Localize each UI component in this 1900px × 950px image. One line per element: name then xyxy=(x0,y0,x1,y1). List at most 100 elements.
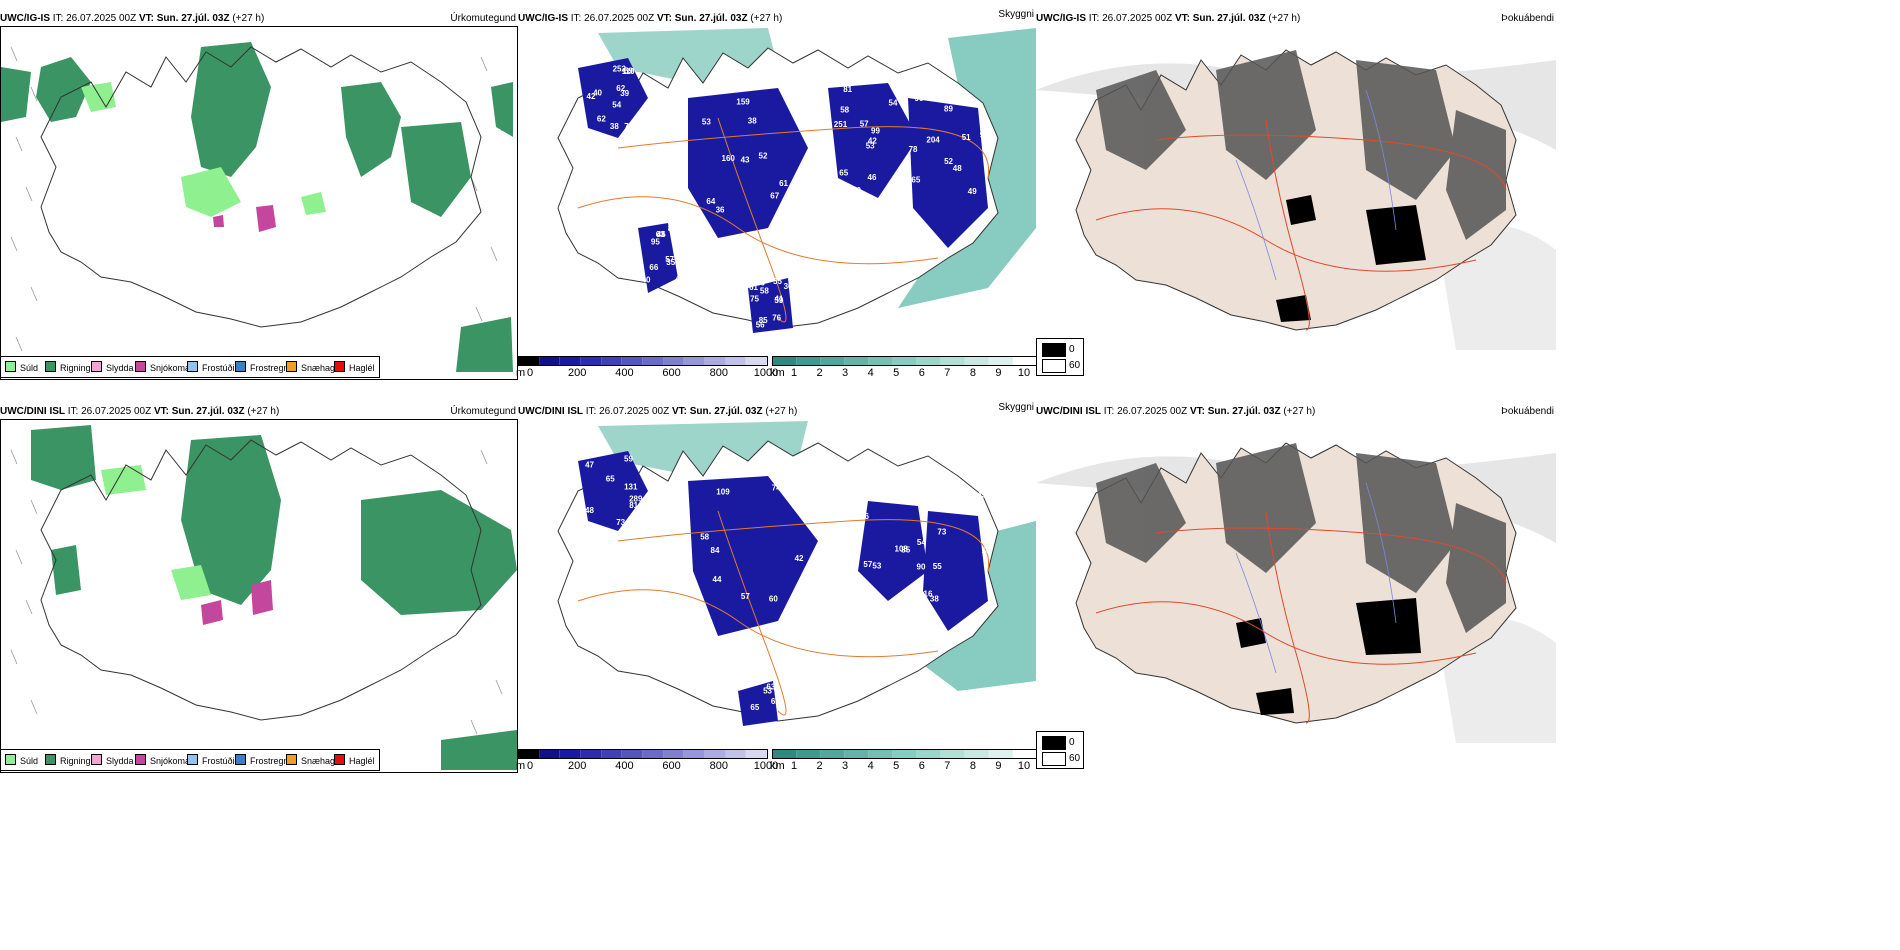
visibility-label: 95 xyxy=(651,237,660,246)
visibility-label: 37 xyxy=(642,638,651,647)
height-colorbar: m 0 200 400 600 800 1000 xyxy=(516,356,778,380)
visibility-label: 204 xyxy=(926,135,940,144)
visibility-label: 74 xyxy=(772,483,781,492)
visibility-label: 46 xyxy=(657,230,666,239)
visibility-label: 62 xyxy=(616,84,625,93)
visibility-label: 63 xyxy=(656,230,665,239)
colorbar-tick-label: 0 xyxy=(526,760,534,772)
visibility-label: 90 xyxy=(917,562,926,571)
visibility-label: 56 xyxy=(756,320,765,329)
visibility-label: 484 xyxy=(645,216,659,225)
colorbar-tick-label: 200 xyxy=(568,760,587,772)
visibility-label: 58 xyxy=(840,106,849,115)
visibility-label: 58 xyxy=(760,287,769,296)
visibility-label: 78 xyxy=(909,145,918,154)
product-title: Úrkomutegund xyxy=(450,406,516,417)
visibility-label: 65 xyxy=(750,703,759,712)
fog-map xyxy=(1036,30,1556,350)
visibility-colorbar-cells xyxy=(772,749,1038,759)
panel-header: UWC/IG-IS IT: 26.07.2025 00Z VT: Sun. 27… xyxy=(518,9,1034,24)
legend-item: Snjókoma xyxy=(135,361,190,373)
colorbar-tick-label: 4 xyxy=(867,367,874,379)
panel-header: UWC/DINI ISL IT: 26.07.2025 00Z VT: Sun.… xyxy=(1036,406,1554,417)
visibility-label: 110 xyxy=(622,67,635,76)
visibility-label: 67 xyxy=(916,475,925,484)
visibility-map: 5453425241665938544846454249535156636264… xyxy=(518,28,1036,348)
visibility-label: 89 xyxy=(668,224,677,233)
legend-item: Frostúði xyxy=(187,754,235,766)
visibility-label: 49 xyxy=(968,187,977,196)
visibility-colorbar-cells xyxy=(772,356,1038,366)
colorbar-tick-label: 200 xyxy=(568,367,587,379)
colorbar-tick-label: 10 xyxy=(1017,760,1031,772)
visibility-label: 66 xyxy=(791,226,800,235)
visibility-label: 131 xyxy=(624,482,638,491)
legend-item: Haglél xyxy=(334,754,375,766)
visibility-label: 65 xyxy=(669,636,678,645)
panel-header: UWC/DINI ISL IT: 26.07.2025 00Z VT: Sun.… xyxy=(518,402,1034,417)
visibility-label: 50 xyxy=(928,492,937,501)
colorbar-tick-label: 8 xyxy=(969,760,976,772)
visibility-label: 64 xyxy=(706,197,715,206)
row2-precip-panel: UWC/DINI ISL IT: 26.07.2025 00Z VT: Sun.… xyxy=(0,405,518,773)
visibility-label: 42 xyxy=(587,92,596,101)
visibility-colorbar: km 1 2 3 4 5 6 7 8 9 10 xyxy=(770,356,1038,380)
panel-header: UWC/IG-IS IT: 26.07.2025 00Z VT: Sun. 27… xyxy=(1036,13,1554,24)
visibility-label: 94 xyxy=(980,131,989,140)
visibility-label: 61 xyxy=(749,283,758,292)
legend-item: Slydda xyxy=(91,361,134,373)
visibility-label: 51 xyxy=(858,507,867,516)
precip-map xyxy=(0,419,518,773)
fog-map xyxy=(1036,423,1556,743)
visibility-label: 47 xyxy=(661,640,670,649)
legend-item: Frostúði xyxy=(187,361,235,373)
colorbar-tick-label: 1 xyxy=(790,760,798,772)
visibility-label: 42 xyxy=(868,137,877,146)
colorbar-tick-label: 600 xyxy=(662,760,681,772)
visibility-label: 54 xyxy=(917,538,926,547)
visibility-label: 53 xyxy=(763,686,772,695)
visibility-label: 85 xyxy=(901,546,910,555)
visibility-label: 56 xyxy=(860,512,869,521)
visibility-label: 121 xyxy=(789,669,803,678)
visibility-label: 73 xyxy=(937,527,946,536)
visibility-label: 48 xyxy=(914,230,923,239)
visibility-label: 49 xyxy=(803,109,812,118)
product-title: Úrkomutegund xyxy=(450,13,516,24)
colorbar-tick-label: 1000 xyxy=(753,760,779,772)
visibility-label: 109 xyxy=(716,488,730,497)
visibility-label: 57 xyxy=(860,120,869,129)
colorbar-tick-label: 3 xyxy=(842,367,849,379)
colorbar-tick-label: 5 xyxy=(893,760,900,772)
visibility-label: 65 xyxy=(911,176,920,185)
visibility-label: 108 xyxy=(895,545,909,554)
visibility-label: 41 xyxy=(775,295,784,304)
visibility-label: 57 xyxy=(665,255,674,264)
visibility-label: 38 xyxy=(748,116,757,125)
colorbar-tick-label: 7 xyxy=(944,367,951,379)
visibility-map: 2894252506372487451403737475457506247654… xyxy=(518,421,1036,741)
legend-item: Snæhagl xyxy=(286,754,337,766)
visibility-label: 58 xyxy=(700,532,709,541)
visibility-label: 46 xyxy=(868,173,877,182)
product-title: Þokuábendi xyxy=(1501,406,1554,417)
visibility-label: 60 xyxy=(769,595,778,604)
product-title: Skyggni xyxy=(998,9,1034,20)
visibility-label: 72 xyxy=(669,661,678,670)
colorbar-tick-label: 2 xyxy=(816,367,823,379)
colorbar-tick-label: 800 xyxy=(709,367,728,379)
visibility-label: 252 xyxy=(613,65,627,74)
colorbar-tick-label: 4 xyxy=(867,760,874,772)
colorbar-tick-label: 600 xyxy=(662,367,681,379)
row2-fog-panel: UWC/DINI ISL IT: 26.07.2025 00Z VT: Sun.… xyxy=(1036,405,1556,773)
visibility-label: 52 xyxy=(839,572,848,581)
visibility-label: 43 xyxy=(741,155,750,164)
visibility-label: 48 xyxy=(667,641,676,650)
visibility-label: 90 xyxy=(915,94,924,103)
visibility-label: 61 xyxy=(779,179,788,188)
visibility-label: 65 xyxy=(606,474,615,483)
visibility-label: 159 xyxy=(736,97,750,106)
colorbar-tick-label: 800 xyxy=(709,760,728,772)
visibility-label: 160 xyxy=(722,154,736,163)
visibility-label: 49 xyxy=(977,491,986,500)
